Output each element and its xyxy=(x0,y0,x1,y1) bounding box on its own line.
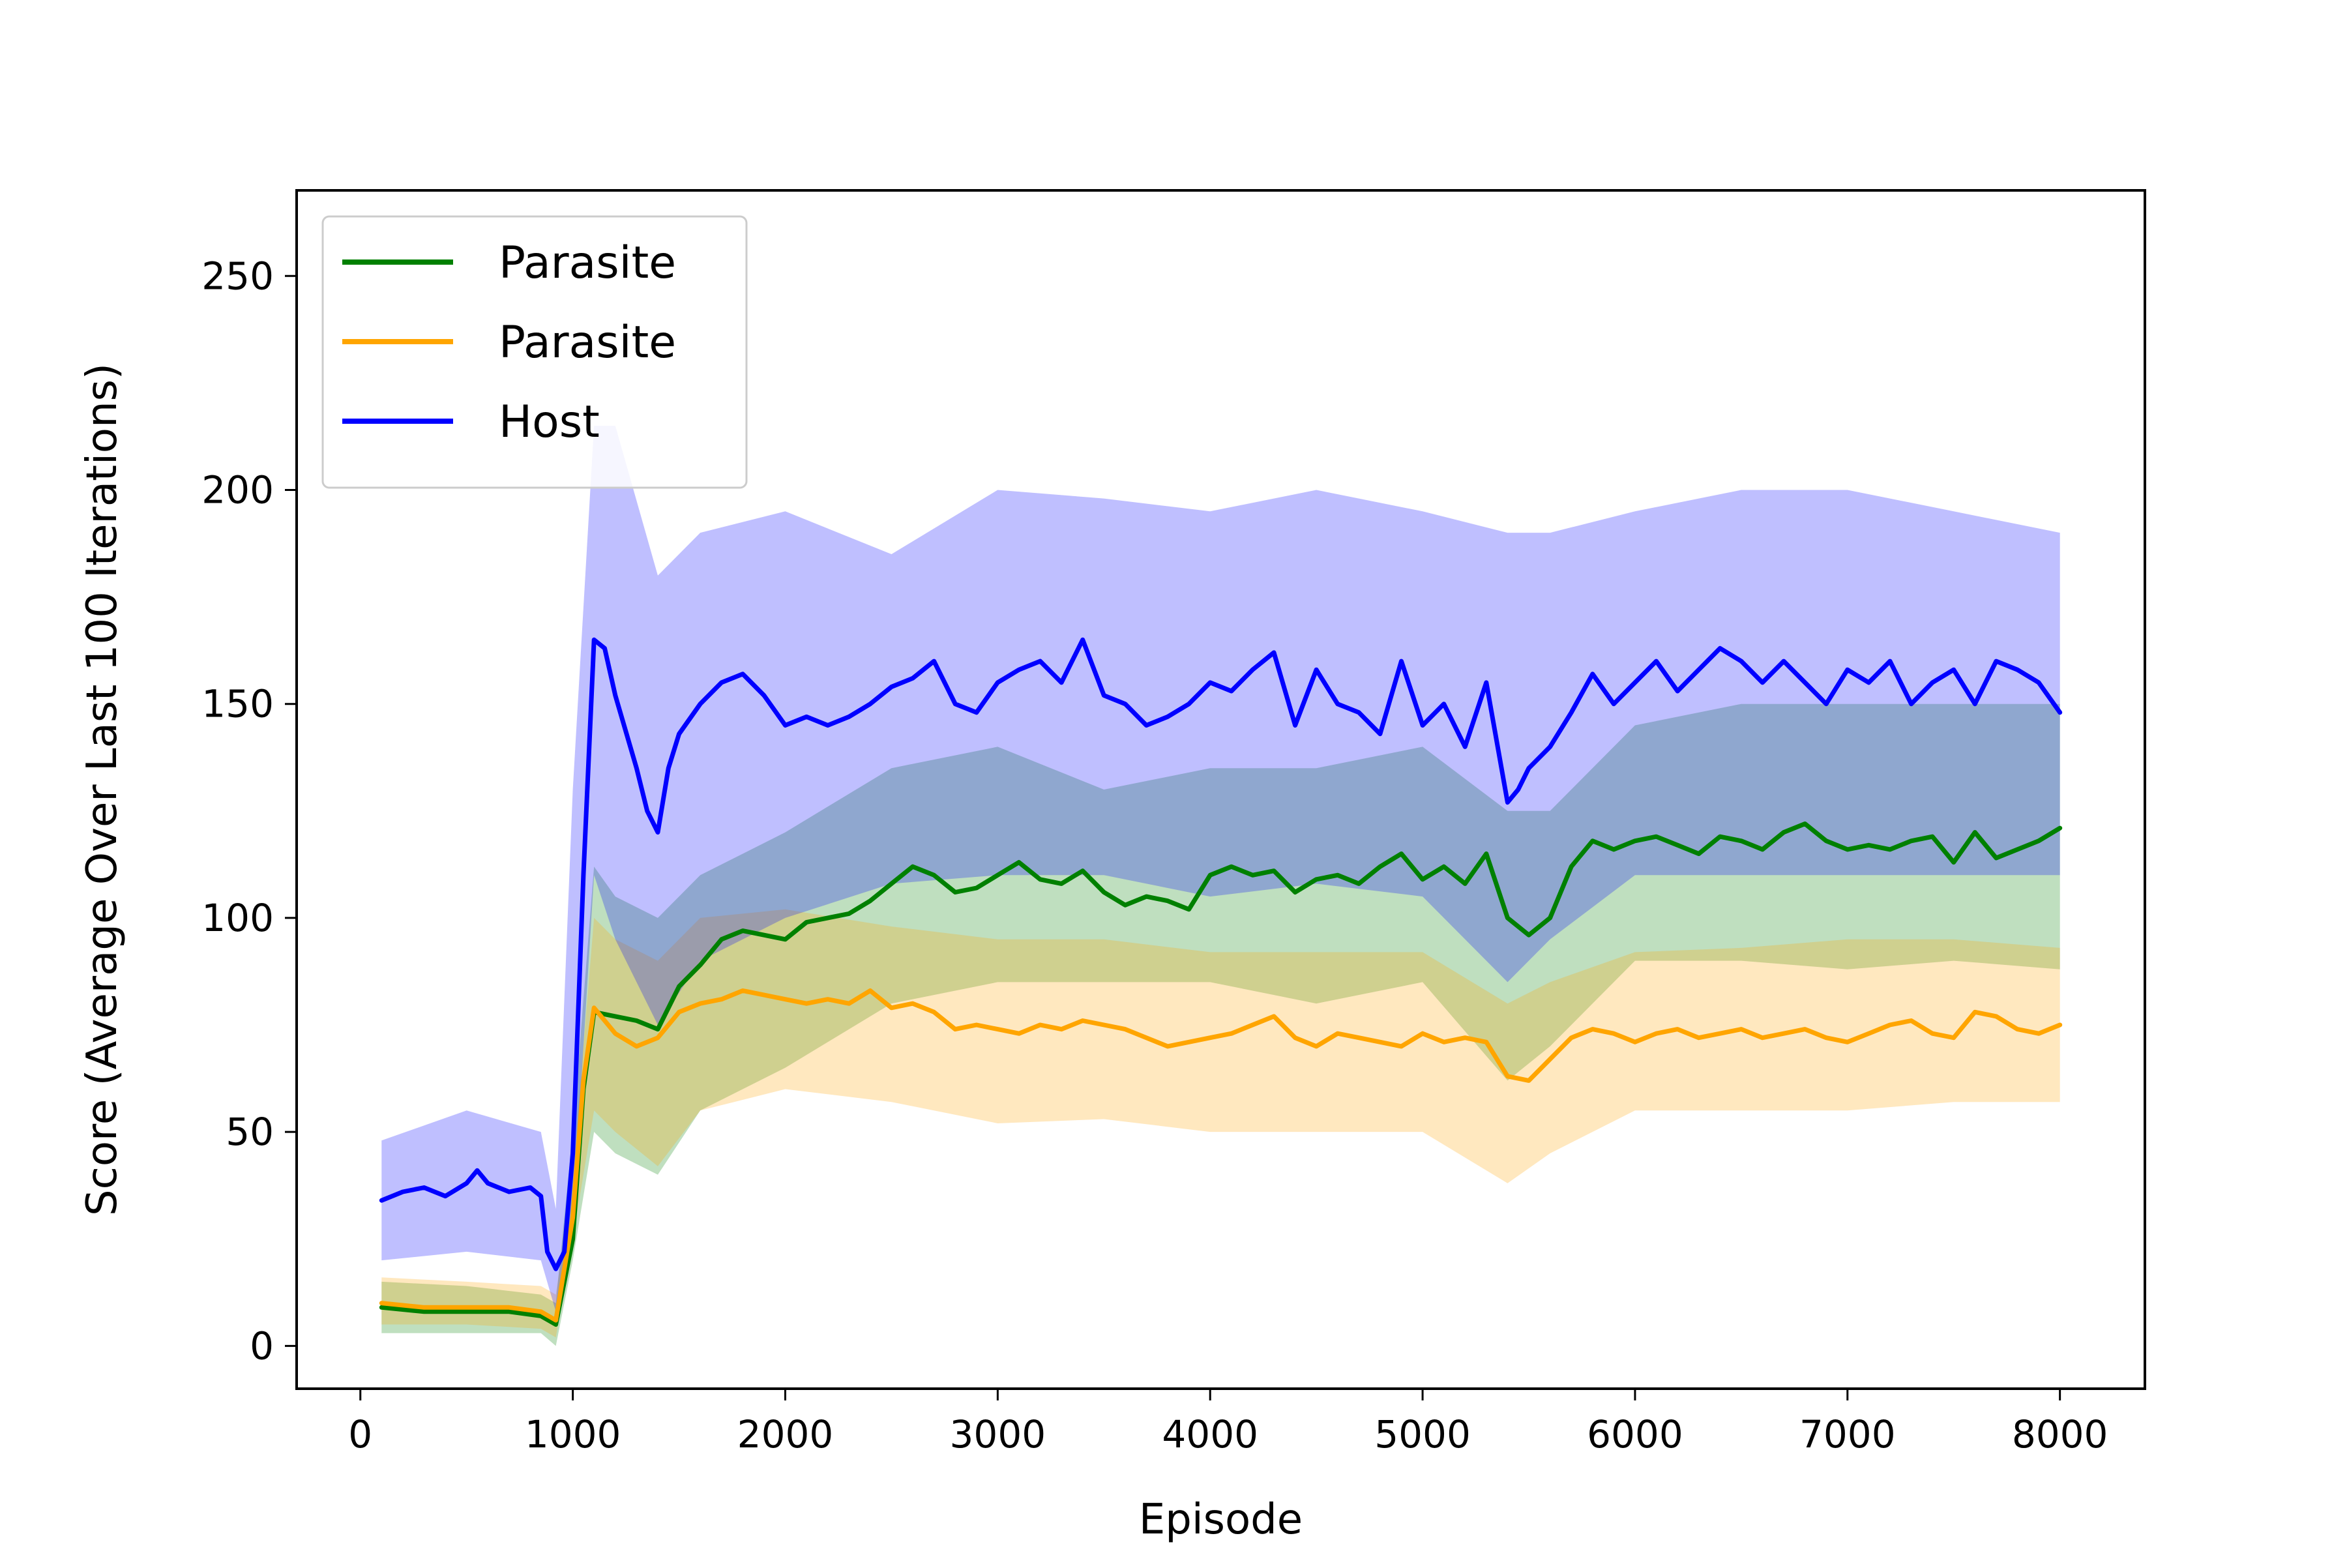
x-tick-label: 0 xyxy=(348,1412,372,1457)
plot-area-frame xyxy=(295,189,2146,1390)
series-line-parasite-1 xyxy=(379,821,2063,1327)
legend-label-1: Parasite xyxy=(499,237,676,289)
x-tick-label: 4000 xyxy=(1162,1412,1258,1457)
band-parasite-2 xyxy=(381,909,2060,1338)
x-tick-label: 8000 xyxy=(2012,1412,2108,1457)
y-axis: 0 50 100 150 200 250 xyxy=(201,254,297,1368)
x-tick-label: 6000 xyxy=(1587,1412,1683,1457)
y-tick-label: 150 xyxy=(201,682,274,726)
legend-label-3: Host xyxy=(499,396,600,448)
x-tick-label: 3000 xyxy=(950,1412,1046,1457)
x-axis: 0 1000 2000 3000 4000 5000 6000 7000 8000 xyxy=(348,1389,2108,1457)
series-line-host-3 xyxy=(379,637,2063,1271)
y-axis-title: Score (Average Over Last 100 Iterations) xyxy=(78,363,126,1216)
x-tick-label: 7000 xyxy=(1799,1412,1896,1457)
x-tick-label: 5000 xyxy=(1374,1412,1471,1457)
x-tick-label: 1000 xyxy=(525,1412,621,1457)
x-tick-label: 2000 xyxy=(737,1412,834,1457)
legend: Parasite Parasite Host xyxy=(321,215,748,489)
legend-label-2: Parasite xyxy=(499,317,676,368)
y-tick-label: 250 xyxy=(201,254,274,298)
band-parasite-1 xyxy=(381,703,2060,1346)
y-tick-label: 100 xyxy=(201,896,274,940)
y-tick-label: 200 xyxy=(201,468,274,512)
series-line-parasite-2 xyxy=(379,988,2063,1323)
y-tick-label: 50 xyxy=(226,1110,274,1154)
x-axis-title: Episode xyxy=(1139,1496,1303,1544)
series-lines xyxy=(379,637,2063,1327)
y-tick-label: 0 xyxy=(250,1324,274,1368)
